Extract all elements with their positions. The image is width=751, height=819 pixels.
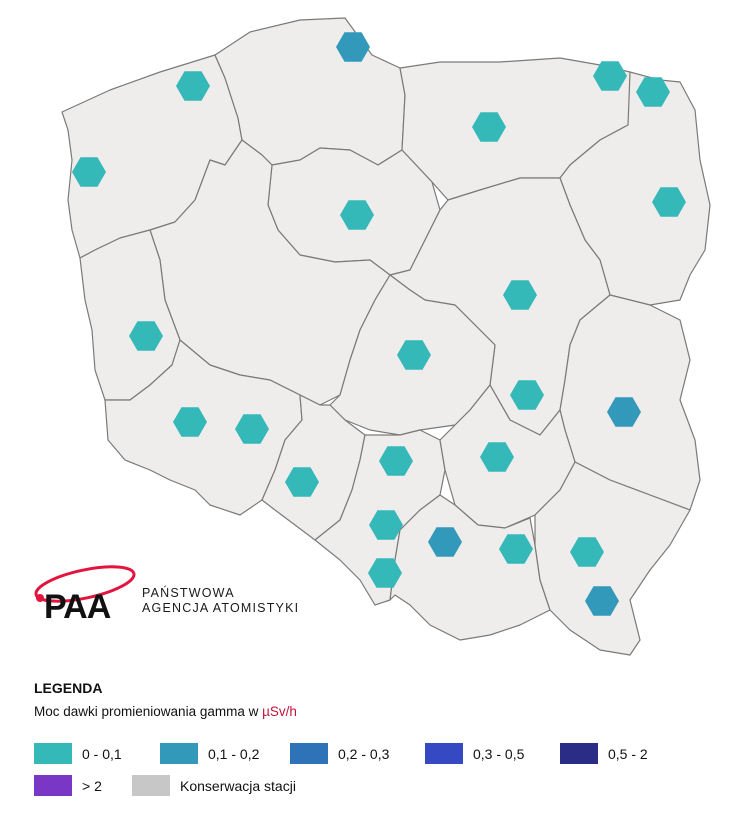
legend-item: 0,5 - 2 xyxy=(560,743,648,764)
legend-swatch xyxy=(290,743,328,764)
legend-label: 0 - 0,1 xyxy=(82,745,122,762)
legend-label: > 2 xyxy=(82,777,102,794)
logo-text: PAŃSTWOWA AGENCJA ATOMISTYKI xyxy=(142,586,299,616)
legend-swatch xyxy=(560,743,598,764)
station-marker[interactable] xyxy=(585,586,619,616)
station-marker[interactable] xyxy=(369,510,403,540)
station-marker[interactable] xyxy=(235,414,269,444)
legend-item: > 2 xyxy=(34,775,102,796)
station-marker[interactable] xyxy=(607,397,641,427)
legend-unit: µSv/h xyxy=(262,704,297,719)
poland-map xyxy=(61,17,711,656)
station-marker[interactable] xyxy=(336,32,370,62)
logo-line-2: AGENCJA ATOMISTYKI xyxy=(142,601,300,615)
voivodeship-regions xyxy=(61,17,711,656)
legend-swatch xyxy=(34,743,72,764)
station-marker[interactable] xyxy=(593,61,627,91)
legend-label: 0,1 - 0,2 xyxy=(208,745,260,762)
legend-subtitle: Moc dawki promieniowania gamma w µSv/h xyxy=(34,704,297,719)
station-marker[interactable] xyxy=(368,558,402,588)
paa-logo: PAA PAŃSTWOWA AGENCJA ATOMISTYKI xyxy=(30,558,320,628)
station-marker[interactable] xyxy=(472,112,506,142)
station-marker[interactable] xyxy=(173,407,207,437)
legend-title: LEGENDA xyxy=(34,680,103,696)
station-marker[interactable] xyxy=(499,534,533,564)
paa-logo-mark: PAA xyxy=(34,565,136,626)
legend-label: Konserwacja stacji xyxy=(180,777,296,794)
station-marker[interactable] xyxy=(480,442,514,472)
legend-swatch xyxy=(34,775,72,796)
legend-item: 0,1 - 0,2 xyxy=(160,743,259,764)
station-marker[interactable] xyxy=(570,537,604,567)
legend-label: 0,5 - 2 xyxy=(608,745,648,762)
station-marker[interactable] xyxy=(340,200,374,230)
station-marker[interactable] xyxy=(285,467,319,497)
station-marker[interactable] xyxy=(72,157,106,187)
station-marker[interactable] xyxy=(503,280,537,310)
station-marker[interactable] xyxy=(176,71,210,101)
legend-item: Konserwacja stacji xyxy=(132,775,296,796)
legend-subtitle-text: Moc dawki promieniowania gamma w xyxy=(34,704,263,719)
station-marker[interactable] xyxy=(428,527,462,557)
svg-text:PAA: PAA xyxy=(44,588,111,626)
legend-swatch xyxy=(132,775,170,796)
legend-swatch xyxy=(160,743,198,764)
legend-item: 0 - 0,1 xyxy=(34,743,122,764)
legend-item: 0,2 - 0,3 xyxy=(290,743,389,764)
station-marker[interactable] xyxy=(636,77,670,107)
station-marker[interactable] xyxy=(397,340,431,370)
station-marker[interactable] xyxy=(129,321,163,351)
station-markers xyxy=(72,32,686,616)
legend-swatch xyxy=(425,743,463,764)
region-podkarpackie xyxy=(534,461,691,656)
station-marker[interactable] xyxy=(510,380,544,410)
legend-label: 0,2 - 0,3 xyxy=(338,745,390,762)
legend-label: 0,3 - 0,5 xyxy=(473,745,525,762)
logo-line-1: PAŃSTWOWA xyxy=(142,586,235,600)
station-marker[interactable] xyxy=(652,187,686,217)
legend-item: 0,3 - 0,5 xyxy=(425,743,524,764)
station-marker[interactable] xyxy=(379,446,413,476)
